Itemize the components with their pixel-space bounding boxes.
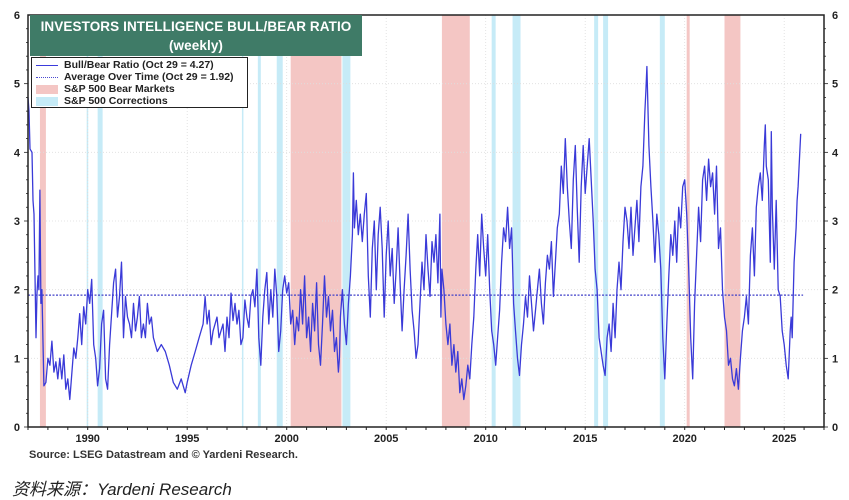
y-tick-label-right: 6	[832, 10, 838, 22]
legend-bear-swatch	[36, 84, 58, 94]
x-tick-label: 2010	[473, 433, 497, 445]
y-tick-label: 2	[14, 285, 20, 297]
correction-band	[512, 15, 521, 427]
legend-label: S&P 500 Corrections	[64, 95, 168, 107]
legend-label: Average Over Time (Oct 29 = 1.92)	[64, 71, 234, 83]
correction-band	[659, 15, 665, 427]
y-tick-label: 5	[14, 79, 20, 91]
legend-label: S&P 500 Bear Markets	[64, 83, 175, 95]
correction-band	[241, 15, 244, 427]
chart-title-box: INVESTORS INTELLIGENCE BULL/BEAR RATIO (…	[30, 15, 362, 56]
y-tick-label: 6	[14, 10, 20, 22]
x-tick-label: 2020	[672, 433, 696, 445]
y-tick-label-right: 0	[832, 422, 838, 434]
x-tick-label: 2015	[573, 433, 597, 445]
x-tick-label: 1990	[75, 433, 99, 445]
x-tick-label: 1995	[175, 433, 199, 445]
y-tick-label: 0	[14, 422, 20, 434]
legend-item-correction: S&P 500 Corrections	[36, 95, 243, 107]
y-tick-label: 1	[14, 353, 20, 365]
x-tick-label: 2005	[374, 433, 398, 445]
correction-band	[86, 15, 89, 427]
y-tick-label-right: 3	[832, 216, 838, 228]
series-group	[27, 65, 802, 401]
legend-dotted-swatch	[36, 76, 58, 78]
correction-band	[276, 15, 283, 427]
y-axis-right-labels: 0 1 2 3 4 5 6	[832, 10, 839, 434]
correction-band	[603, 15, 609, 427]
legend-item-bear: S&P 500 Bear Markets	[36, 83, 243, 95]
x-axis-labels: 1990 1995 2000 2005 2010 2015 2020 2025	[75, 433, 796, 445]
y-tick-label-right: 1	[832, 353, 838, 365]
y-tick-label-right: 5	[832, 79, 838, 91]
legend-correction-swatch	[36, 96, 58, 106]
bear-market-band	[39, 15, 46, 427]
x-tick-label: 2025	[772, 433, 796, 445]
chart-subtitle: (weekly)	[168, 38, 224, 53]
legend-label: Bull/Bear Ratio (Oct 29 = 4.27)	[64, 59, 214, 71]
y-axis-left-labels: 0 1 2 3 4 5 6	[14, 10, 21, 434]
correction-band	[594, 15, 599, 427]
x-tick-label: 2000	[274, 433, 298, 445]
source-note: Source: LSEG Datastream and © Yardeni Re…	[29, 449, 298, 461]
legend-line-swatch	[36, 64, 58, 66]
legend: Bull/Bear Ratio (Oct 29 = 4.27) Average …	[31, 57, 248, 108]
bull-bear-ratio-line	[27, 65, 802, 401]
legend-item-ratio: Bull/Bear Ratio (Oct 29 = 4.27)	[36, 59, 243, 71]
ticks	[24, 28, 828, 430]
bear-market-band	[441, 15, 470, 427]
y-tick-label-right: 4	[832, 147, 839, 159]
bear-market-band	[724, 15, 741, 427]
y-tick-label-right: 2	[832, 285, 838, 297]
chart-title: INVESTORS INTELLIGENCE BULL/BEAR RATIO	[40, 19, 352, 34]
y-tick-label: 4	[14, 147, 21, 159]
y-tick-label: 3	[14, 216, 20, 228]
legend-item-average: Average Over Time (Oct 29 = 1.92)	[36, 71, 243, 83]
caption: 资料来源：Yardeni Research	[12, 480, 232, 499]
